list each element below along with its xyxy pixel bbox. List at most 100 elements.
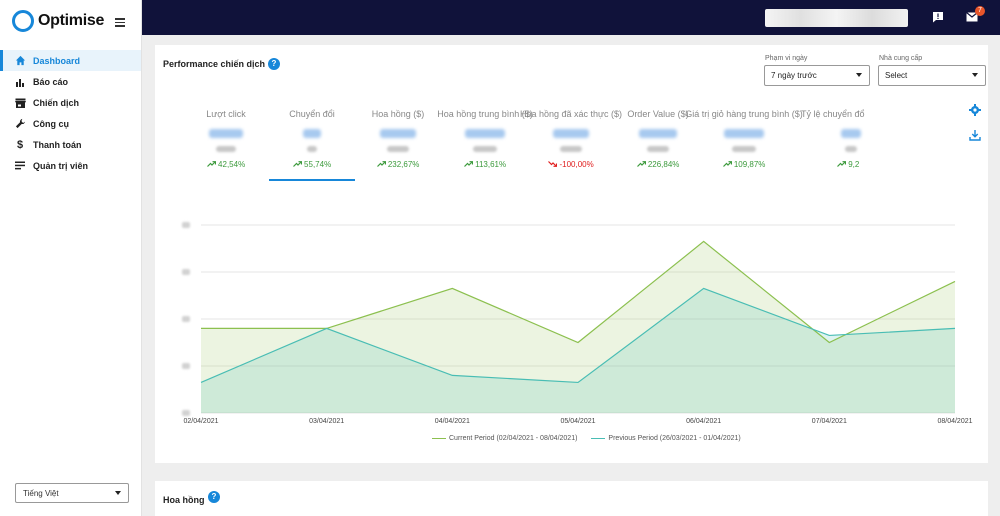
series-line [201,240,956,344]
commission-card: Hoa hồng ? [155,481,988,516]
metric-change: 232,67% [338,160,458,169]
metric-label: Hoa hồng đã xác thực ($) [519,109,623,119]
date-range-value: 7 ngày trước [771,71,817,80]
language-value: Tiếng Việt [23,488,59,498]
sidebar-nav: Dashboard Báo cáo Chiến dịch Công cụ $ T… [0,50,141,176]
trending-up-icon [292,160,304,169]
chevron-down-icon [856,73,862,77]
help-icon[interactable]: ? [268,58,280,70]
date-range-select[interactable]: 7 ngày trước [764,65,870,86]
metric-value-redacted [841,129,861,138]
series-area [201,288,955,413]
metric-previous-redacted [845,146,857,152]
chevron-down-icon [972,73,978,77]
metric-change-value: 113,61% [475,160,507,169]
notification-badge: 7 [975,6,985,16]
feedback-icon[interactable] [930,9,946,25]
legend-item[interactable]: Current Period (02/04/2021 - 08/04/2021) [432,435,577,442]
metric-change: -100,00% [511,160,631,169]
chevron-down-icon [115,491,121,495]
legend-item[interactable]: Previous Period (26/03/2021 - 01/04/2021… [591,435,741,442]
metric-label: Giá trị giỏ hàng trung bình ($) [685,109,803,119]
sidebar-item-label: Công cụ [33,118,69,129]
metric-tab[interactable]: Tỷ lệ chuyển đổ 9,2 [801,109,881,169]
metric-label: Hoa hồng ($) [371,109,425,119]
metric-label: Hoa hồng trung bình ($) [437,109,533,119]
logo[interactable]: Optimise [12,10,104,32]
metric-tab[interactable]: Hoa hồng đã xác thực ($) -100,00% [511,109,631,169]
provider-select[interactable]: Select [878,65,986,86]
legend-swatch [591,437,606,440]
sidebar-item-tools[interactable]: Công cụ [0,113,141,134]
x-tick-label: 03/04/2021 [309,418,344,425]
help-icon[interactable]: ? [208,491,220,503]
metric-value-redacted [553,129,589,138]
metric-label: Chuyển đổi [289,109,335,119]
y-tick-label-redacted [182,410,190,416]
x-tick-label: 07/04/2021 [812,418,847,425]
metric-change: 55,74% [252,160,372,169]
metric-previous-redacted [473,146,497,152]
sidebar-item-label: Chiến dịch [33,97,80,108]
legend-swatch [432,437,446,440]
wrench-icon [14,118,26,130]
metric-change-value: 232,67% [387,160,420,169]
series-line [200,287,956,384]
metric-tab[interactable]: Order Value ($) 226,84% [598,109,718,169]
sidebar-item-admin[interactable]: Quản trị viên [0,155,141,176]
page-title: Performance chiến dịch [163,59,266,69]
sidebar-item-label: Quản trị viên [33,160,89,171]
dollar-icon: $ [16,138,24,151]
download-icon[interactable] [969,129,981,143]
metric-tab[interactable]: Lượt click 42,54% [166,109,286,169]
list-icon [14,160,26,172]
trending-up-icon [206,160,218,169]
menu-icon[interactable] [115,18,125,29]
metric-change-value: 42,54% [218,160,246,169]
metric-value-redacted [724,129,764,138]
metric-tab[interactable]: Giá trị giỏ hàng trung bình ($) 109,87% [684,109,804,169]
sidebar-item-dashboard[interactable]: Dashboard [0,50,141,71]
logo-mark [12,10,34,32]
metric-change: 109,87% [684,160,804,169]
metric-tab[interactable]: Hoa hồng trung bình ($) 113,61% [425,109,545,169]
metric-value-redacted [639,129,677,138]
x-tick-label: 06/04/2021 [686,418,721,425]
trending-up-icon [463,160,475,169]
metric-tab[interactable]: Chuyển đổi 55,74% [252,109,372,169]
sidebar-item-reports[interactable]: Báo cáo [0,71,141,92]
sidebar: Optimise Dashboard Báo cáo Chiến dịch C [0,0,142,516]
metric-previous-redacted [732,146,756,152]
account-selector[interactable] [765,9,908,27]
provider-label: Nhà cung cấp [879,55,923,62]
metric-value-redacted [380,129,416,138]
active-tab-indicator [269,179,355,181]
provider-value: Select [885,71,908,80]
performance-chart: 02/04/2021 03/04/2021 04/04/2021 05/04/2021… [182,222,973,425]
sidebar-item-campaigns[interactable]: Chiến dịch [0,92,141,113]
date-range-label: Phạm vi ngày [765,55,808,62]
sidebar-item-label: Báo cáo [33,76,69,87]
metric-previous-redacted [387,146,409,152]
metric-tab[interactable]: Hoa hồng ($) 232,67% [338,109,458,169]
y-tick-label-redacted [182,316,190,322]
legend-label: Previous Period (26/03/2021 - 01/04/2021… [608,435,741,442]
bar-chart-icon [14,76,26,88]
metric-value-redacted [465,129,505,138]
settings-icon[interactable] [969,104,981,118]
metric-change-value: 109,87% [733,160,766,169]
metric-value-redacted [209,129,243,138]
series-area [201,241,955,413]
language-select[interactable]: Tiếng Việt [15,483,129,503]
metric-change: 226,84% [598,160,718,169]
y-tick-label-redacted [182,363,190,369]
x-tick-label: 04/04/2021 [435,418,470,425]
trending-up-icon [722,160,734,169]
x-tick-label: 08/04/2021 [937,418,972,425]
x-tick-label: 02/04/2021 [183,418,218,425]
y-tick-label-redacted [182,222,190,228]
sidebar-item-payments[interactable]: $ Thanh toán [0,134,141,155]
metric-previous-redacted [215,146,237,152]
trending-up-icon [837,160,848,169]
metric-label: Order Value ($) [627,109,689,119]
